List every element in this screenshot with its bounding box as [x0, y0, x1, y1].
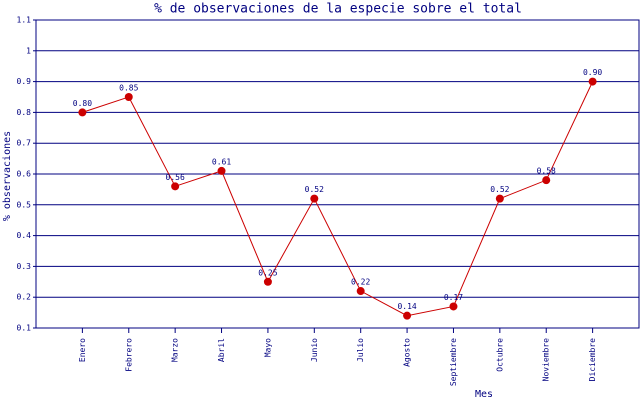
x-tick-label: Mayo	[263, 338, 272, 357]
y-tick-label: 1.1	[17, 16, 32, 25]
x-tick-label: Agosto	[403, 338, 412, 367]
x-tick-label: Octubre	[495, 338, 504, 372]
x-tick-label: Marzo	[171, 338, 180, 362]
y-tick-label: 0.5	[17, 200, 32, 209]
x-tick-label: Noviembre	[542, 338, 551, 382]
chart-title: % de observaciones de la especie sobre e…	[154, 2, 522, 17]
data-point	[403, 311, 412, 320]
y-axis-label: % observaciones	[2, 131, 13, 221]
data-label: 0.52	[305, 185, 324, 194]
y-tick-label: 0.3	[17, 262, 32, 271]
x-axis-label: Mes	[475, 389, 493, 400]
data-label: 0.85	[119, 84, 138, 93]
x-tick-label: Septiembre	[449, 338, 458, 386]
data-point	[263, 277, 272, 286]
data-label: 0.80	[73, 99, 92, 108]
data-point	[588, 77, 597, 86]
data-label: 0.58	[537, 167, 556, 176]
data-point	[542, 176, 551, 185]
data-point	[495, 194, 504, 203]
data-line	[82, 81, 594, 317]
y-tick-label: 0.9	[17, 77, 32, 86]
x-tick-label: Abril	[217, 338, 226, 362]
data-point	[310, 194, 319, 203]
plot-border	[35, 19, 640, 329]
x-tick-label: Julio	[356, 338, 365, 362]
data-point	[171, 182, 180, 191]
data-label: 0.56	[166, 173, 185, 182]
data-label: 0.22	[351, 278, 370, 287]
data-point	[124, 93, 133, 101]
y-tick-label: 0.6	[17, 170, 32, 179]
data-label: 0.25	[258, 268, 277, 277]
data-label: 0.17	[444, 293, 463, 302]
x-tick-label: Junio	[310, 338, 319, 362]
y-tick-label: 0.8	[17, 108, 32, 117]
x-tick-label: Febrero	[124, 338, 133, 372]
x-tick-label: Diciembre	[588, 338, 597, 382]
y-tick-label: 0.1	[17, 324, 32, 333]
data-point	[449, 302, 458, 311]
data-label: 0.52	[490, 185, 509, 194]
data-label: 0.14	[397, 302, 416, 311]
data-label: 0.61	[212, 157, 231, 166]
y-tick-label: 0.2	[17, 293, 32, 302]
y-tick-label: 0.4	[17, 231, 32, 240]
data-point	[356, 287, 365, 296]
y-tick-label: 1	[26, 46, 31, 55]
data-point	[78, 108, 87, 117]
data-label: 0.90	[583, 68, 602, 77]
x-tick-label: Enero	[78, 338, 87, 362]
data-point	[217, 166, 226, 175]
y-tick-label: 0.7	[17, 139, 32, 148]
